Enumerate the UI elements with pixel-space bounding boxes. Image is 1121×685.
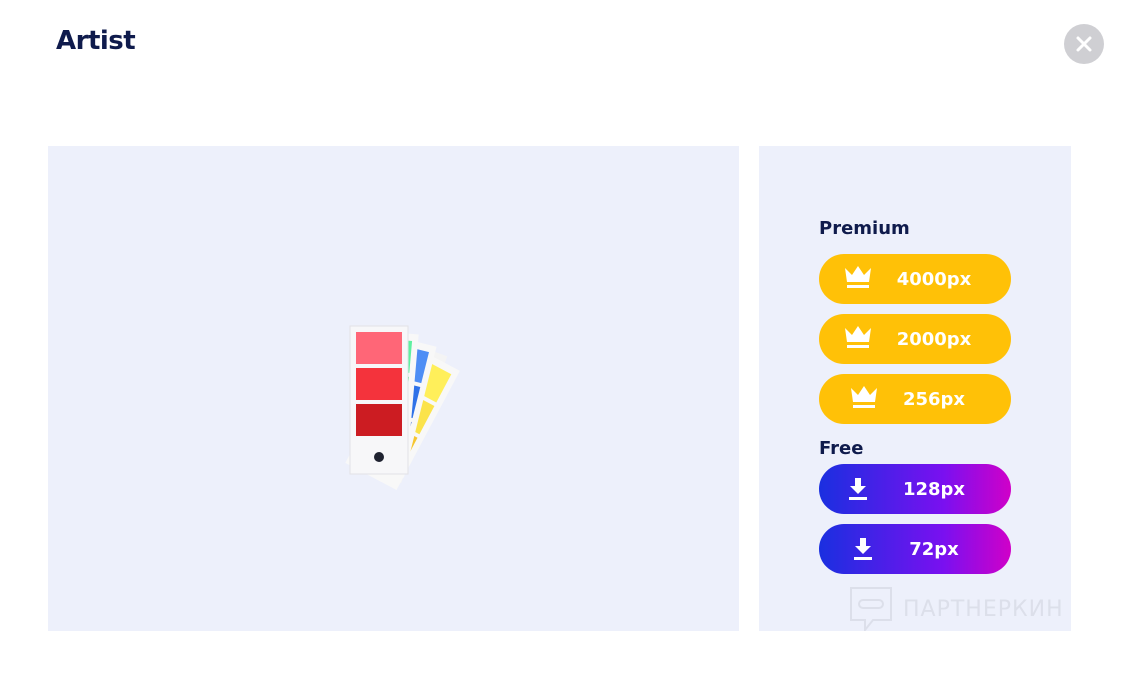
download-4000px-button[interactable]: 4000px [819,254,1011,304]
download-2000px-button[interactable]: 2000px [819,314,1011,364]
download-256px-button[interactable]: 256px [819,374,1011,424]
premium-label: Premium [819,218,910,239]
download-panel: Premium 4000px 2000px 256px Free 128px 7… [759,146,1071,631]
close-icon [1076,36,1092,52]
download-icon [849,478,867,500]
watermark-logo-icon [850,587,892,631]
crown-icon [851,386,877,408]
crown-icon [845,326,871,348]
download-72px-button[interactable]: 72px [819,524,1011,574]
download-128px-button[interactable]: 128px [819,464,1011,514]
dialog-title: Artist [56,26,136,56]
icon-preview [48,146,739,631]
crown-icon [845,266,871,288]
free-label: Free [819,438,864,459]
download-icon [854,538,872,560]
close-button[interactable] [1064,24,1104,64]
watermark: ПАРТНЕРКИН [849,586,1064,631]
color-swatch-fan-icon [345,325,460,491]
